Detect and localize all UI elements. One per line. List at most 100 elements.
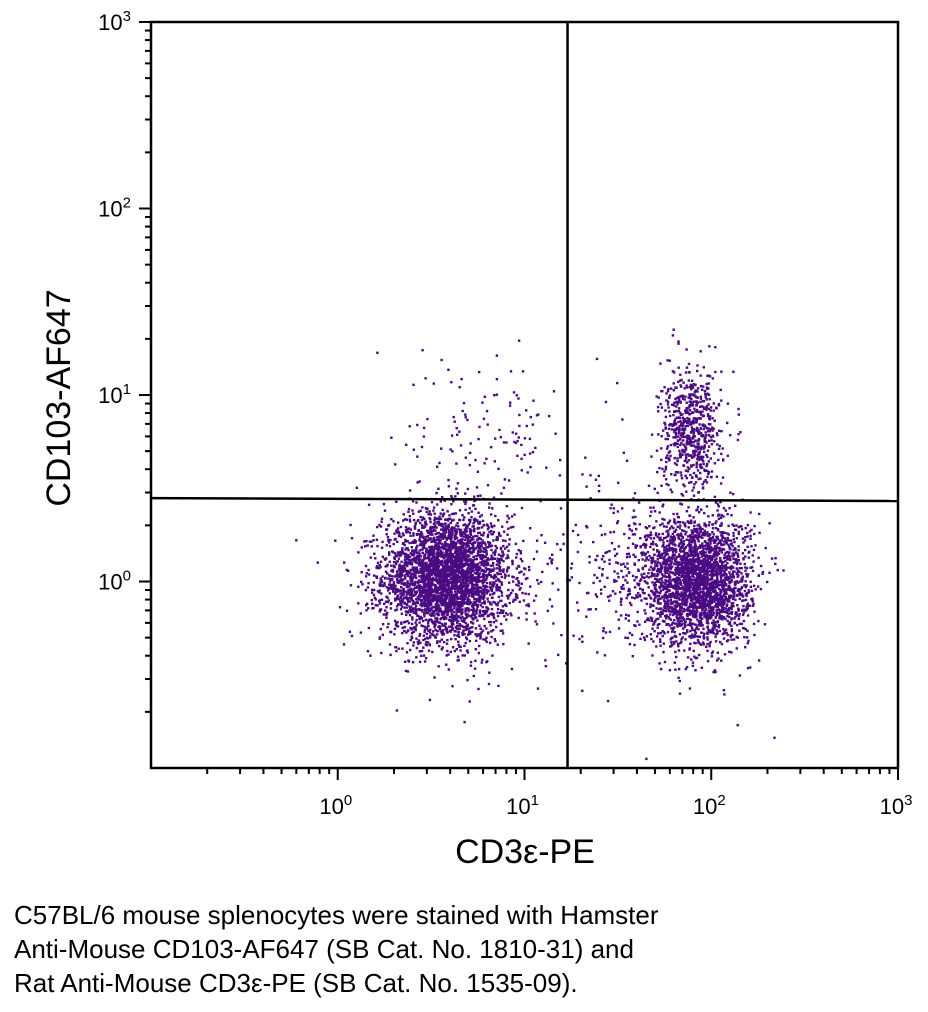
- scatter-point: [420, 605, 423, 608]
- scatter-point: [435, 553, 439, 556]
- scatter-point: [413, 552, 416, 555]
- scatter-point: [691, 581, 695, 584]
- scatter-point: [502, 553, 505, 556]
- scatter-point: [494, 550, 497, 554]
- scatter-point: [478, 610, 481, 613]
- scatter-point: [393, 633, 396, 636]
- scatter-point: [423, 660, 427, 663]
- scatter-point: [453, 537, 457, 541]
- scatter-point: [736, 561, 739, 564]
- scatter-point: [692, 608, 695, 611]
- scatter-point: [475, 612, 478, 615]
- scatter-point: [738, 674, 742, 677]
- scatter-point: [474, 583, 477, 586]
- scatter-point: [707, 613, 711, 616]
- scatter-point: [448, 625, 451, 628]
- scatter-point: [457, 601, 460, 604]
- scatter-point: [434, 539, 437, 542]
- scatter-point: [425, 572, 428, 575]
- scatter-point: [398, 603, 401, 606]
- scatter-point: [465, 583, 468, 586]
- scatter-point: [433, 624, 436, 627]
- scatter-point: [497, 588, 500, 592]
- scatter-point: [425, 632, 428, 636]
- scatter-point: [709, 610, 712, 614]
- scatter-point: [462, 576, 465, 579]
- scatter-point: [470, 539, 473, 542]
- scatter-point: [467, 607, 470, 610]
- scatter-point: [424, 561, 427, 565]
- scatter-point: [472, 570, 475, 573]
- scatter-point: [424, 507, 428, 510]
- scatter-point: [685, 530, 688, 534]
- scatter-point: [496, 611, 499, 614]
- scatter-point: [749, 580, 752, 583]
- scatter-point: [408, 531, 412, 534]
- scatter-point: [409, 626, 412, 630]
- scatter-point: [473, 558, 477, 561]
- scatter-point: [492, 530, 496, 534]
- scatter-point: [439, 630, 442, 633]
- scatter-point: [461, 633, 464, 636]
- scatter-point: [435, 573, 439, 576]
- scatter-point: [378, 523, 381, 527]
- scatter-point: [729, 635, 732, 638]
- scatter-point: [452, 610, 456, 614]
- scatter-point: [461, 542, 464, 545]
- scatter-point: [464, 546, 468, 549]
- scatter-point: [498, 586, 502, 589]
- scatter-point: [378, 583, 381, 586]
- scatter-point: [427, 579, 430, 582]
- scatter-point: [732, 531, 735, 535]
- scatter-point: [452, 569, 456, 572]
- scatter-point: [449, 560, 453, 564]
- scatter-point: [462, 547, 466, 551]
- scatter-point: [496, 614, 500, 618]
- scatter-point: [462, 551, 465, 555]
- scatter-point: [414, 523, 417, 526]
- scatter-point: [491, 654, 494, 657]
- scatter-point: [726, 615, 729, 618]
- scatter-point: [416, 608, 419, 611]
- scatter-point: [397, 579, 400, 582]
- scatter-point: [414, 625, 417, 629]
- scatter-point: [504, 539, 507, 543]
- scatter-point: [505, 604, 508, 608]
- scatter-point: [475, 591, 478, 594]
- scatter-point: [414, 621, 417, 624]
- scatter-point: [439, 579, 442, 582]
- scatter-point: [398, 597, 401, 600]
- scatter-point: [487, 573, 490, 576]
- scatter-point: [515, 556, 518, 559]
- scatter-point: [479, 561, 482, 564]
- scatter-point: [389, 538, 392, 542]
- scatter-point: [485, 563, 489, 566]
- scatter-point: [395, 500, 398, 503]
- scatter-point: [458, 577, 461, 580]
- scatter-point: [418, 538, 421, 541]
- scatter-point: [735, 562, 739, 566]
- scatter-point: [650, 533, 653, 537]
- scatter-point: [730, 630, 733, 633]
- scatter-point: [444, 551, 447, 554]
- scatter-point: [438, 588, 441, 591]
- scatter-point: [455, 581, 458, 584]
- scatter-point: [437, 580, 440, 584]
- scatter-point: [507, 527, 510, 530]
- scatter-point: [670, 610, 674, 614]
- scatter-point: [485, 636, 488, 639]
- scatter-point: [416, 595, 419, 599]
- scatter-point: [673, 631, 676, 634]
- scatter-point: [505, 505, 509, 508]
- scatter-point: [663, 605, 667, 608]
- scatter-point: [396, 598, 399, 601]
- scatter-point: [469, 588, 472, 591]
- scatter-point: [379, 608, 383, 611]
- scatter-point: [714, 526, 718, 530]
- scatter-point: [484, 555, 487, 559]
- scatter-point: [360, 580, 363, 584]
- scatter-point: [508, 538, 511, 541]
- scatter-point: [720, 561, 724, 564]
- scatter-point: [316, 561, 319, 564]
